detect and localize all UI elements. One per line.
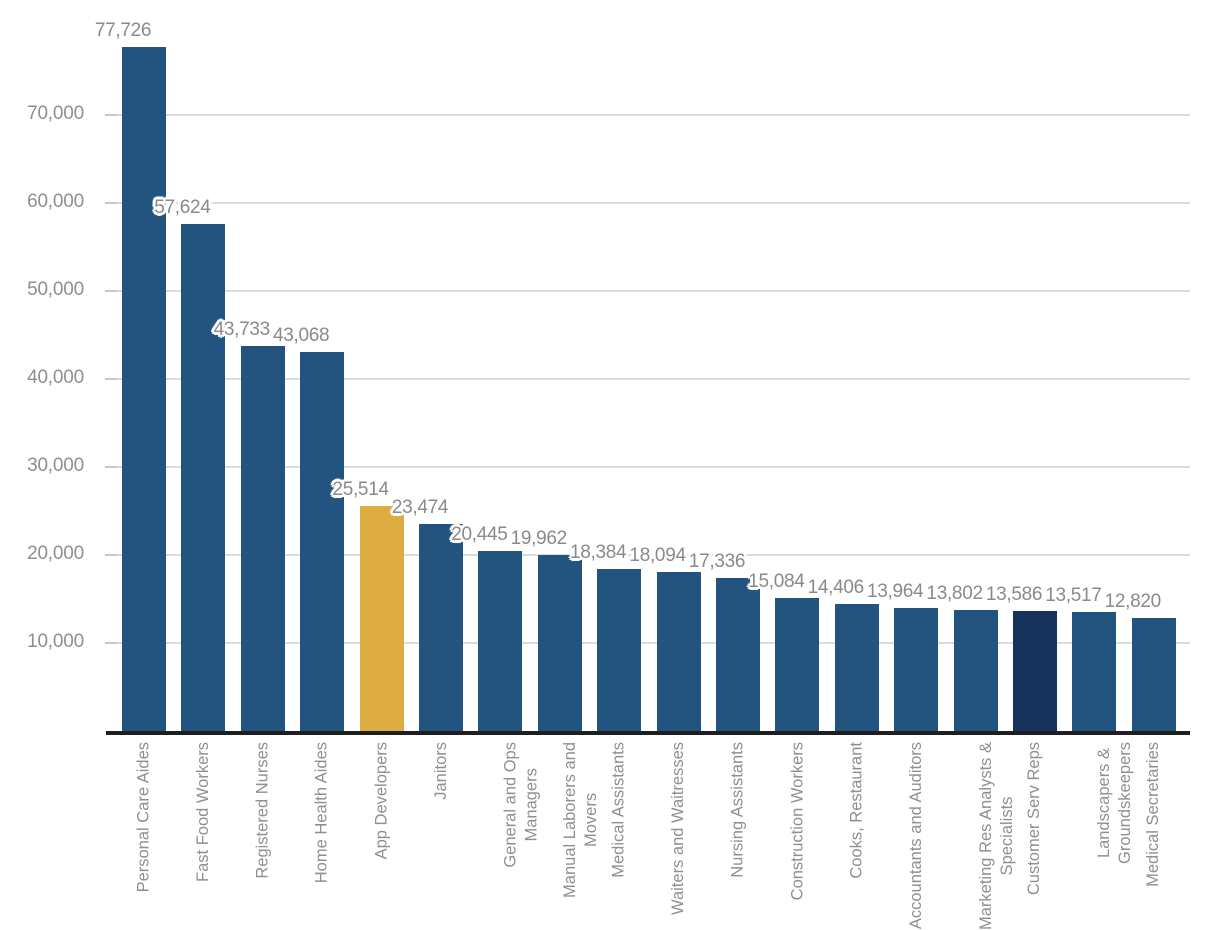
x-axis-line xyxy=(106,731,1190,735)
bar-janitors xyxy=(419,524,463,731)
x-axis-category-label: Construction Workers xyxy=(787,742,806,901)
bar-value-label: 25,514 xyxy=(332,479,389,501)
bar-waiters-and-waitresses xyxy=(656,571,701,731)
x-axis-category-label: Medical Secretaries xyxy=(1144,742,1163,887)
bar-personal-care-aides xyxy=(122,47,166,731)
bar-value-label: 77,726 xyxy=(94,20,152,41)
y-axis-label-60000: 60,000 xyxy=(27,191,84,212)
bar-manual-laborers-and-movers xyxy=(537,555,582,731)
bar-value-label: 14,406 xyxy=(807,577,865,599)
x-axis-category-label: Fast Food Workers xyxy=(193,742,212,882)
bar-value-label: 12,820 xyxy=(1104,591,1162,613)
gridline-70000 xyxy=(112,114,1190,116)
y-axis-label-40000: 40,000 xyxy=(27,367,84,388)
gridline-40000 xyxy=(112,378,1190,380)
x-axis-category-label: Nursing Assistants xyxy=(728,742,747,878)
gridline-10000 xyxy=(112,642,1190,644)
y-axis-tick-50000 xyxy=(105,290,117,292)
y-axis-label-20000: 20,000 xyxy=(27,543,84,564)
x-axis-category-label: Customer Serv Reps xyxy=(1025,742,1044,896)
x-axis-category-label: Personal Care Aides xyxy=(134,742,153,893)
x-axis-category-label: Registered Nurses xyxy=(253,742,272,879)
bar-value-label: 13,802 xyxy=(926,582,983,604)
y-axis-label-70000: 70,000 xyxy=(27,103,84,124)
bar-value-label: 13,517 xyxy=(1045,585,1102,607)
y-axis-label-30000: 30,000 xyxy=(27,455,84,476)
bar-value-label: 23,474 xyxy=(391,497,449,519)
x-axis-category-label: Marketing Res Analysts & Specialists xyxy=(976,742,1016,930)
y-axis-tick-70000 xyxy=(105,114,117,116)
bar-value-label: 18,384 xyxy=(570,542,627,564)
y-axis-tick-30000 xyxy=(105,466,117,468)
x-axis-category-label: Home Health Aides xyxy=(312,742,331,884)
bar-app-developers xyxy=(359,506,404,731)
y-axis-label-50000: 50,000 xyxy=(27,279,84,300)
bar-registered-nurses xyxy=(240,346,285,731)
x-axis-category-label: Cooks, Restaurant xyxy=(847,742,866,879)
bar-value-label: 18,094 xyxy=(629,544,686,566)
bar-value-label: 17,336 xyxy=(688,551,746,573)
bar-medical-secretaries xyxy=(1131,618,1176,731)
bar-value-label: 13,964 xyxy=(867,581,924,603)
bar-value-label: 57,624 xyxy=(154,196,211,218)
bar-home-health-aides xyxy=(300,352,345,731)
bar-customer-serv-reps xyxy=(1013,611,1057,731)
y-axis-tick-20000 xyxy=(105,554,117,556)
bar-cooks-restaurant xyxy=(834,604,879,731)
bar-general-and-ops-managers xyxy=(478,551,523,731)
bar-accountants-and-auditors xyxy=(894,608,939,731)
bar-value-label: 20,445 xyxy=(451,524,508,546)
bar-value-label: 19,962 xyxy=(510,528,568,550)
bar-fast-food-workers xyxy=(181,223,226,731)
gridline-30000 xyxy=(112,466,1190,468)
gridline-60000 xyxy=(112,202,1190,204)
x-axis-category-label: Manual Laborers and Movers xyxy=(560,742,600,898)
bar-nursing-assistants xyxy=(716,578,760,731)
y-axis-tick-40000 xyxy=(105,378,117,380)
bar-value-label: 15,084 xyxy=(748,571,805,593)
x-axis-category-label: Janitors xyxy=(431,742,450,800)
bar-landscapers-groundskeepers xyxy=(1072,612,1117,731)
x-axis-category-label: Waiters and Waitresses xyxy=(669,742,688,915)
bar-marketing-res-analysts-specialists xyxy=(953,609,998,731)
y-axis-tick-10000 xyxy=(105,642,117,644)
bar-value-label: 43,733 xyxy=(213,319,271,341)
gridline-50000 xyxy=(112,290,1190,292)
x-axis-category-label: Landscapers & Groundskeepers xyxy=(1095,742,1135,864)
x-axis-category-label: App Developers xyxy=(372,742,391,860)
x-axis-category-label: Medical Assistants xyxy=(609,742,628,878)
x-axis-category-label: Accountants and Auditors xyxy=(906,742,925,930)
bar-medical-assistants xyxy=(597,569,642,731)
y-axis-label-10000: 10,000 xyxy=(27,631,84,652)
bar-value-label: 13,586 xyxy=(985,584,1043,606)
y-axis-tick-60000 xyxy=(105,202,117,204)
x-axis-category-label: General and Ops Managers xyxy=(501,742,541,868)
bar-construction-workers xyxy=(775,598,820,731)
gridline-20000 xyxy=(112,554,1190,556)
bar-value-label: 43,068 xyxy=(273,325,330,346)
